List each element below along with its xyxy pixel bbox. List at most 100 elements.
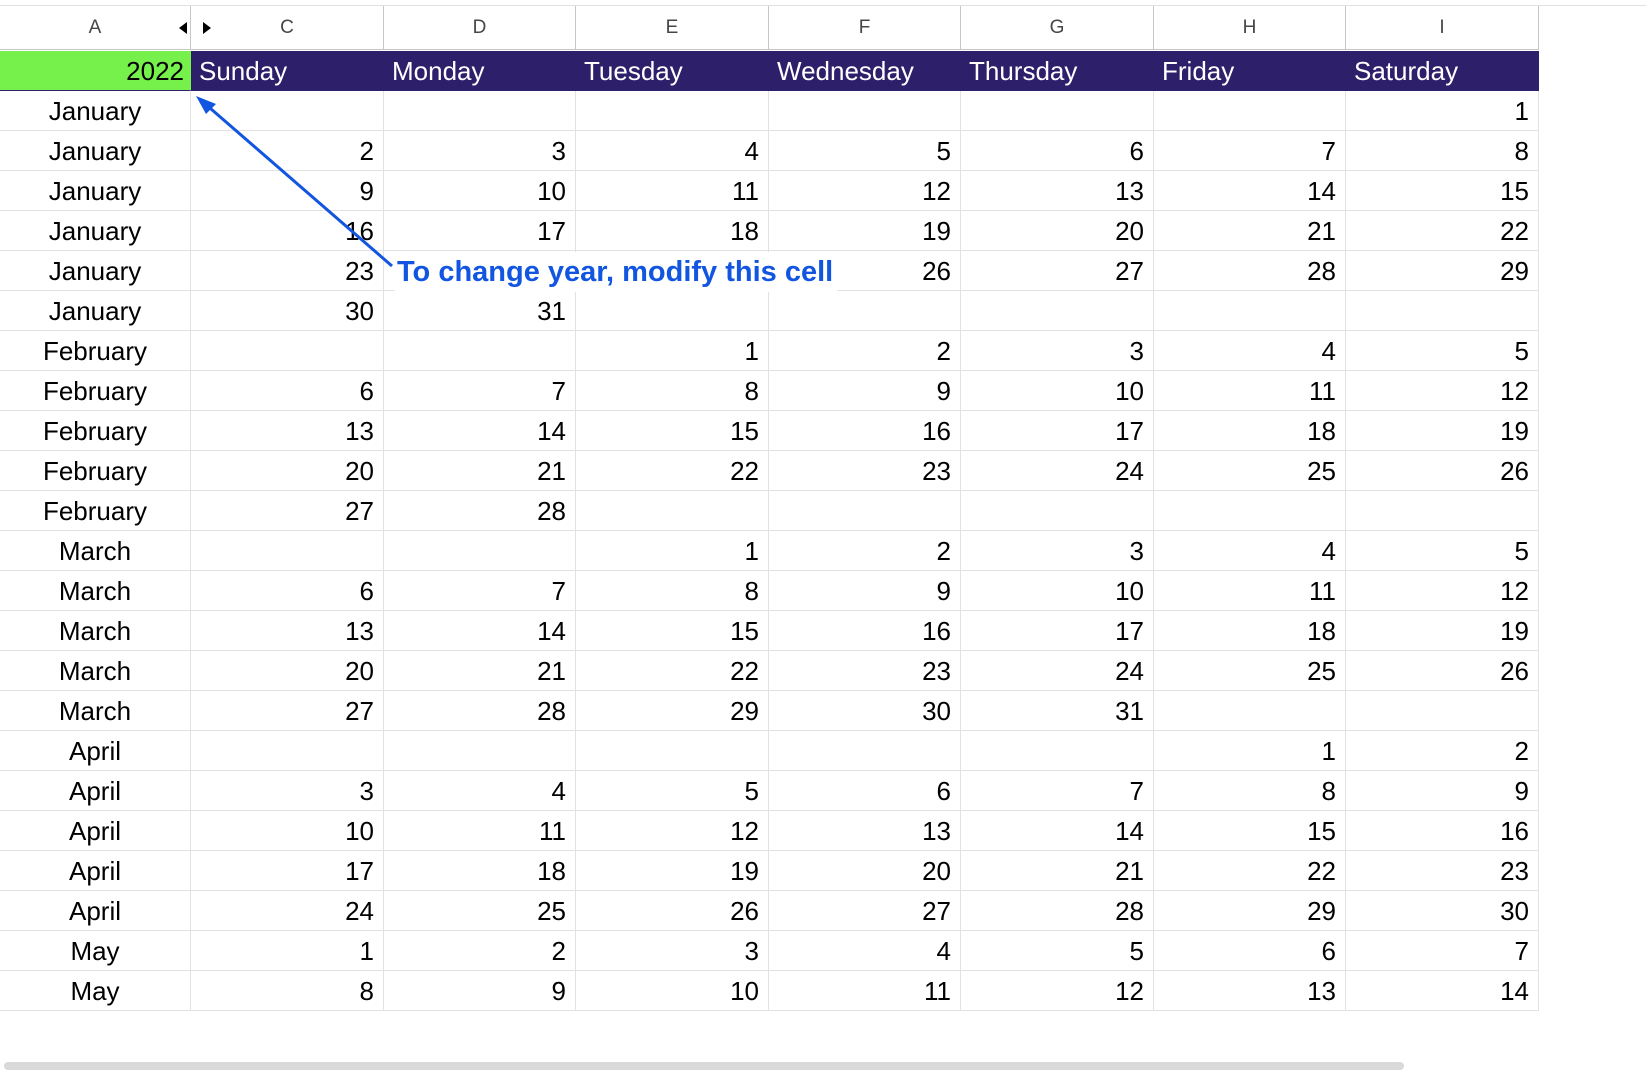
date-cell[interactable]: 11 <box>1154 571 1346 611</box>
date-cell[interactable]: 28 <box>384 691 576 731</box>
column-header-i[interactable]: I <box>1346 6 1539 50</box>
date-cell[interactable]: 27 <box>191 691 384 731</box>
date-cell[interactable]: 31 <box>384 291 576 331</box>
date-cell[interactable]: 22 <box>1154 851 1346 891</box>
date-cell[interactable]: 28 <box>384 491 576 531</box>
date-cell[interactable] <box>1346 291 1539 331</box>
date-cell[interactable] <box>1154 91 1346 131</box>
date-cell[interactable]: 30 <box>1346 891 1539 931</box>
date-cell[interactable]: 23 <box>1346 851 1539 891</box>
date-cell[interactable]: 26 <box>1346 651 1539 691</box>
date-cell[interactable] <box>576 91 769 131</box>
date-cell[interactable]: 27 <box>769 891 961 931</box>
date-cell[interactable] <box>769 91 961 131</box>
date-cell[interactable]: 14 <box>384 611 576 651</box>
date-cell[interactable]: 6 <box>769 771 961 811</box>
date-cell[interactable]: 1 <box>1346 91 1539 131</box>
date-cell[interactable] <box>576 291 769 331</box>
date-cell[interactable]: 10 <box>576 971 769 1011</box>
column-header-g[interactable]: G <box>961 6 1154 50</box>
date-cell[interactable]: 3 <box>961 331 1154 371</box>
date-cell[interactable]: 16 <box>191 211 384 251</box>
date-cell[interactable]: 7 <box>1154 131 1346 171</box>
date-cell[interactable]: 1 <box>576 331 769 371</box>
month-cell[interactable]: April <box>0 731 191 771</box>
date-cell[interactable]: 15 <box>1346 171 1539 211</box>
day-header-sunday[interactable]: Sunday <box>191 51 384 91</box>
date-cell[interactable]: 1 <box>1154 731 1346 771</box>
column-header-d[interactable]: D <box>384 6 576 50</box>
date-cell[interactable]: 4 <box>769 931 961 971</box>
date-cell[interactable]: 12 <box>961 971 1154 1011</box>
date-cell[interactable]: 21 <box>384 451 576 491</box>
date-cell[interactable]: 2 <box>769 531 961 571</box>
month-cell[interactable]: March <box>0 531 191 571</box>
date-cell[interactable]: 17 <box>191 851 384 891</box>
day-header-thursday[interactable]: Thursday <box>961 51 1154 91</box>
date-cell[interactable]: 25 <box>1154 651 1346 691</box>
date-cell[interactable]: 4 <box>384 771 576 811</box>
month-cell[interactable]: May <box>0 971 191 1011</box>
date-cell[interactable] <box>191 331 384 371</box>
date-cell[interactable]: 19 <box>576 851 769 891</box>
month-cell[interactable]: March <box>0 571 191 611</box>
date-cell[interactable]: 6 <box>191 371 384 411</box>
date-cell[interactable]: 19 <box>769 211 961 251</box>
date-cell[interactable]: 22 <box>576 651 769 691</box>
date-cell[interactable]: 18 <box>384 851 576 891</box>
date-cell[interactable]: 23 <box>769 651 961 691</box>
date-cell[interactable]: 3 <box>961 531 1154 571</box>
day-header-wednesday[interactable]: Wednesday <box>769 51 961 91</box>
triangle-right-icon[interactable] <box>200 18 214 38</box>
month-cell[interactable]: April <box>0 811 191 851</box>
date-cell[interactable]: 20 <box>191 651 384 691</box>
date-cell[interactable] <box>1154 291 1346 331</box>
date-cell[interactable] <box>1346 491 1539 531</box>
month-cell[interactable]: January <box>0 251 191 291</box>
date-cell[interactable]: 17 <box>384 211 576 251</box>
date-cell[interactable] <box>384 531 576 571</box>
date-cell[interactable] <box>384 331 576 371</box>
date-cell[interactable]: 26 <box>769 251 961 291</box>
date-cell[interactable]: 10 <box>384 171 576 211</box>
date-cell[interactable]: 11 <box>576 171 769 211</box>
date-cell[interactable] <box>961 491 1154 531</box>
date-cell[interactable]: 6 <box>191 571 384 611</box>
date-cell[interactable]: 21 <box>384 651 576 691</box>
month-cell[interactable]: January <box>0 171 191 211</box>
day-header-monday[interactable]: Monday <box>384 51 576 91</box>
date-cell[interactable]: 6 <box>1154 931 1346 971</box>
month-cell[interactable]: January <box>0 131 191 171</box>
column-header-e[interactable]: E <box>576 6 769 50</box>
date-cell[interactable]: 14 <box>961 811 1154 851</box>
date-cell[interactable]: 8 <box>576 571 769 611</box>
date-cell[interactable]: 26 <box>576 891 769 931</box>
date-cell[interactable]: 16 <box>1346 811 1539 851</box>
date-cell[interactable]: 13 <box>191 411 384 451</box>
date-cell[interactable]: 27 <box>191 491 384 531</box>
date-cell[interactable]: 15 <box>576 611 769 651</box>
column-header-c[interactable]: C <box>191 6 384 50</box>
day-header-friday[interactable]: Friday <box>1154 51 1346 91</box>
date-cell[interactable]: 4 <box>1154 531 1346 571</box>
date-cell[interactable]: 2 <box>1346 731 1539 771</box>
date-cell[interactable]: 29 <box>576 691 769 731</box>
date-cell[interactable]: 2 <box>191 131 384 171</box>
date-cell[interactable]: 2 <box>384 931 576 971</box>
date-cell[interactable] <box>1154 491 1346 531</box>
triangle-left-icon[interactable] <box>176 18 190 38</box>
date-cell[interactable]: 22 <box>576 451 769 491</box>
date-cell[interactable]: 7 <box>384 571 576 611</box>
month-cell[interactable]: April <box>0 851 191 891</box>
date-cell[interactable]: 12 <box>576 811 769 851</box>
date-cell[interactable]: 8 <box>576 371 769 411</box>
date-cell[interactable] <box>769 291 961 331</box>
date-cell[interactable] <box>191 531 384 571</box>
date-cell[interactable]: 23 <box>191 251 384 291</box>
date-cell[interactable]: 18 <box>576 211 769 251</box>
month-cell[interactable]: March <box>0 691 191 731</box>
date-cell[interactable]: 29 <box>1346 251 1539 291</box>
month-cell[interactable]: January <box>0 291 191 331</box>
date-cell[interactable] <box>576 731 769 771</box>
date-cell[interactable]: 9 <box>191 171 384 211</box>
